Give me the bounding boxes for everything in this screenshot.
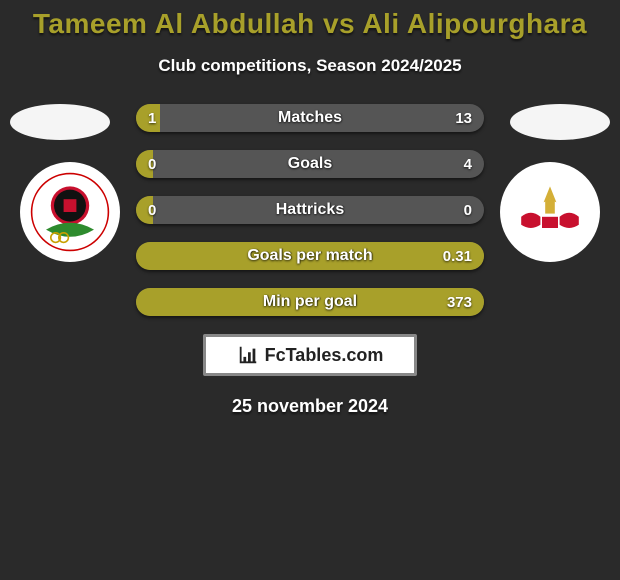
- stat-value-right: 0.31: [443, 242, 472, 270]
- stat-row: Hattricks0 0: [136, 196, 484, 224]
- stat-label: Hattricks: [136, 196, 484, 224]
- stat-row: Min per goal373: [136, 288, 484, 316]
- persepolis-icon: [510, 172, 590, 252]
- stat-value-left: 0: [148, 196, 156, 224]
- stat-value-right: 373: [447, 288, 472, 316]
- avatar-right: [510, 104, 610, 140]
- brand-text: FcTables.com: [265, 345, 384, 366]
- stat-label: Goals per match: [136, 242, 484, 270]
- stat-row: Matches1 13: [136, 104, 484, 132]
- chart-icon: [237, 344, 259, 366]
- stat-label: Min per goal: [136, 288, 484, 316]
- club-logo-right: [500, 162, 600, 262]
- stat-value-right: 13: [455, 104, 472, 132]
- stat-bars: Matches113Goals04Hattricks00Goals per ma…: [136, 104, 484, 316]
- stat-row: Goals per match0.31: [136, 242, 484, 270]
- avatar-left: [10, 104, 110, 140]
- stat-value-left: 1: [148, 104, 156, 132]
- stat-value-right: 0: [464, 196, 472, 224]
- stat-value-left: 0: [148, 150, 156, 178]
- stat-label: Goals: [136, 150, 484, 178]
- brand-badge: FcTables.com: [203, 334, 417, 376]
- stat-row: Goals0 4: [136, 150, 484, 178]
- al-rayyan-icon: [30, 172, 110, 252]
- page-title: Tameem Al Abdullah vs Ali Alipourghara: [0, 0, 620, 40]
- subtitle: Club competitions, Season 2024/2025: [0, 56, 620, 76]
- comparison-panel: Matches113Goals04Hattricks00Goals per ma…: [0, 104, 620, 316]
- date-label: 25 november 2024: [0, 396, 620, 417]
- stat-label: Matches: [136, 104, 484, 132]
- stat-value-right: 4: [464, 150, 472, 178]
- club-logo-left: [20, 162, 120, 262]
